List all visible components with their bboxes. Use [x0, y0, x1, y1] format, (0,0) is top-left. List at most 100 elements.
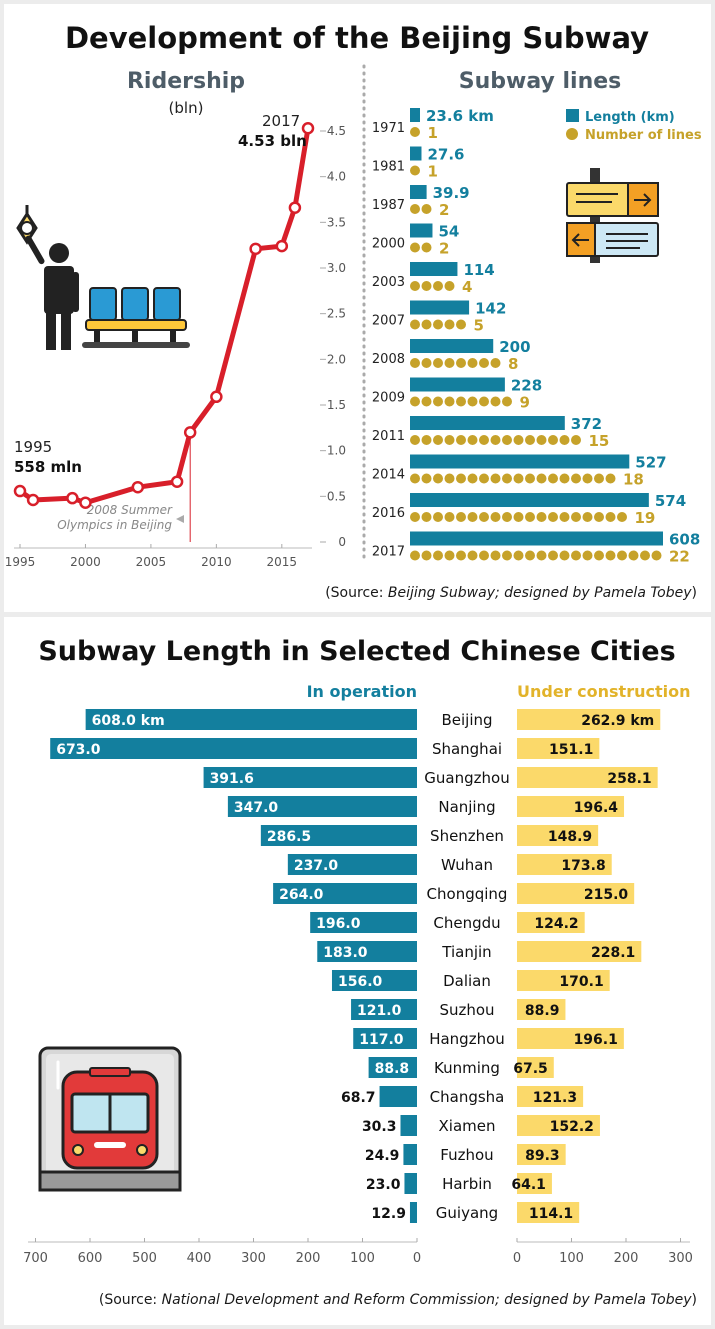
ridership-point — [26, 493, 40, 507]
line-count-dot — [490, 512, 501, 522]
line-count-label: 18 — [623, 471, 644, 489]
line-count-dot — [421, 204, 432, 214]
lines-year-label: 1971 — [372, 121, 405, 136]
length-bar — [410, 377, 505, 392]
operation-bar — [227, 796, 417, 817]
legend-length-label: Length (km) — [585, 110, 675, 125]
line-count-dot — [548, 550, 558, 561]
olympics-label-line1: 2008 Summer — [87, 503, 173, 517]
construction-label: 67.5 — [513, 1061, 548, 1077]
line-count-dot — [490, 550, 501, 561]
line-count-dot — [433, 512, 443, 522]
line-count-dot — [525, 435, 535, 445]
length-label: 114 — [463, 261, 494, 279]
city-name: Suzhou — [439, 1001, 494, 1019]
construction-label: 173.8 — [561, 858, 605, 874]
ridership-y-tick: 0.5 — [327, 489, 346, 503]
ridership-unit: (bln) — [169, 99, 204, 117]
line-count-dot — [571, 435, 581, 445]
subway-lines-title: Subway lines — [459, 69, 622, 94]
construction-label: 88.9 — [525, 1003, 560, 1019]
line-count-dot — [410, 165, 420, 176]
legend-construction: Under construction — [517, 682, 690, 701]
line-count-dot — [410, 473, 420, 484]
city-name: Shanghai — [432, 740, 502, 758]
construction-label: 151.1 — [549, 742, 593, 758]
operation-bar — [351, 999, 417, 1020]
ridership-y-tick: 4.0 — [327, 170, 346, 184]
line-count-dot — [433, 435, 443, 445]
ridership-x-tick: 2015 — [267, 555, 298, 569]
length-label: 23.6 km — [426, 107, 494, 125]
legend-lines-swatch — [566, 128, 578, 140]
city-name: Hangzhou — [429, 1030, 505, 1048]
line-count-dot — [444, 473, 455, 484]
line-count-dot — [456, 512, 466, 522]
line-count-dot — [444, 396, 455, 407]
line-count-dot — [410, 204, 420, 214]
line-count-dot — [525, 512, 535, 522]
operation-label: 183.0 — [323, 945, 368, 961]
operation-label: 391.6 — [210, 771, 254, 787]
operation-bar — [331, 970, 417, 991]
line-count-dot — [571, 473, 581, 484]
line-count-dot — [410, 358, 420, 368]
line-count-label: 15 — [589, 432, 610, 450]
line-count-dot — [421, 512, 432, 522]
line-count-dot — [467, 396, 478, 407]
line-count-dot — [594, 550, 604, 561]
lines-year-label: 2014 — [372, 468, 405, 483]
operation-bar — [317, 941, 417, 962]
line-count-dot — [479, 473, 489, 484]
length-label: 527 — [635, 454, 666, 472]
line-count-dot — [433, 550, 443, 561]
line-count-dot — [456, 319, 466, 330]
olympics-arrow-icon — [176, 515, 184, 523]
line-count-dot — [594, 512, 604, 522]
line-count-dot — [559, 473, 570, 484]
line-count-dot — [433, 473, 443, 484]
length-bar — [410, 108, 420, 122]
ridership-x-tick: 2005 — [136, 555, 167, 569]
source-bottom-italic: National Development and Reform Commissi… — [162, 1292, 693, 1308]
operation-label: 286.5 — [267, 829, 311, 845]
construction-label: 148.9 — [548, 829, 592, 845]
line-count-dot — [456, 550, 466, 561]
lines-year-label: 2017 — [372, 545, 405, 560]
line-count-dot — [490, 358, 501, 368]
ridership-point — [210, 390, 223, 404]
construction-bar — [517, 738, 600, 759]
line-count-dot — [410, 242, 420, 253]
length-label: 574 — [655, 492, 686, 510]
lines-year-label: 2007 — [372, 314, 405, 329]
line-count-dot — [433, 281, 443, 291]
line-count-dot — [410, 512, 420, 522]
line-count-dot — [536, 512, 547, 522]
length-bar — [410, 493, 649, 507]
construction-bar — [517, 1144, 566, 1165]
line-count-dot — [525, 550, 535, 561]
operation-label: 347.0 — [234, 800, 279, 816]
operation-bar — [353, 1028, 417, 1049]
city-name: Guangzhou — [424, 769, 509, 787]
line-count-dot — [421, 473, 432, 484]
length-label: 372 — [571, 415, 602, 433]
construction-label: 124.2 — [534, 916, 578, 932]
annotation-1995-year: 1995 — [14, 438, 52, 456]
line-count-dot — [421, 242, 432, 253]
operation-bar — [400, 1115, 417, 1136]
length-label: 228 — [511, 377, 542, 395]
annotation-2017-value: 4.53 bln — [238, 132, 307, 150]
line-count-dot — [617, 512, 627, 522]
length-bar — [410, 300, 470, 315]
operation-tick: 200 — [296, 1251, 321, 1266]
city-name: Harbin — [442, 1175, 492, 1193]
line-count-dot — [444, 435, 455, 445]
city-name: Nanjing — [438, 798, 495, 816]
operation-bar — [368, 1057, 417, 1078]
length-bar — [410, 146, 422, 161]
ridership-x-tick: 2010 — [201, 555, 232, 569]
line-count-dot — [444, 319, 455, 330]
operation-bar — [409, 1202, 417, 1223]
operation-label: 196.0 — [316, 916, 361, 932]
